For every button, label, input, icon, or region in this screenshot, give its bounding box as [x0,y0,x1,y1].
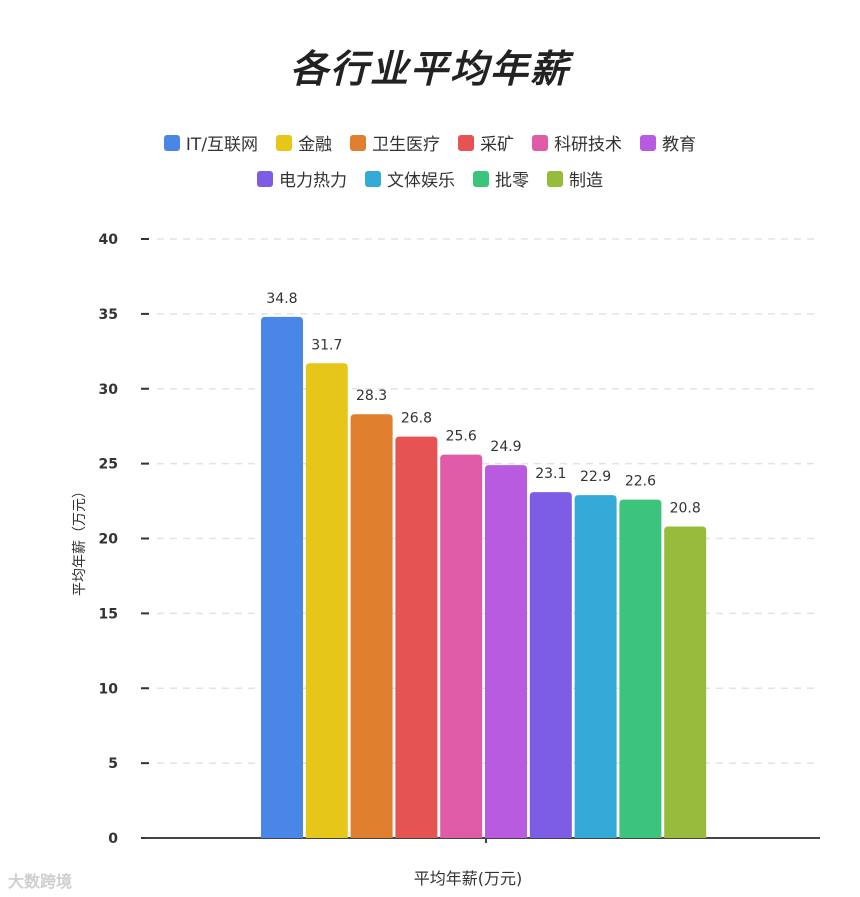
y-axis-label: 平均年薪（万元） [72,484,88,596]
x-axis-label: 平均年薪(万元) [414,869,523,888]
bar [529,492,572,838]
bar [350,414,393,838]
y-tick-label: 0 [108,831,118,847]
bar [664,526,707,838]
legend-label: 科研技术 [554,135,623,155]
legend-item[interactable]: IT/互联网 [163,130,259,155]
legend-swatch [458,134,475,151]
y-tick-label: 10 [99,681,119,697]
legend-swatch [350,134,367,151]
data-label: 26.8 [401,411,432,427]
legend-item[interactable]: 文体娱乐 [365,166,455,191]
chart-title: 各行业平均年薪 [289,47,570,91]
legend-swatch [163,134,180,151]
legend-item[interactable]: 卫生医疗 [350,130,440,155]
data-label: 31.7 [311,337,342,353]
data-label: 22.6 [625,474,656,490]
data-label: 23.1 [535,466,566,482]
legend-row-2: 电力热力 文体娱乐 批零 制造 [0,166,860,191]
bar [485,465,527,838]
y-tick-label: 5 [108,756,118,772]
bar [395,436,438,838]
legend-swatch [365,170,381,187]
y-tick-label: 30 [99,382,119,398]
legend-label: 教育 [662,135,697,155]
legend-swatch [257,170,273,187]
data-label: 34.8 [266,291,297,307]
y-tick-label: 40 [99,232,119,248]
legend-label: 采矿 [480,135,515,155]
data-label: 28.3 [356,388,387,404]
bar [440,454,483,838]
y-tick-label: 20 [99,532,119,548]
y-tick-label: 25 [99,457,118,473]
bar [261,316,303,838]
legend-label: 电力热力 [279,171,347,191]
legend-swatch [276,134,293,151]
y-tick-label: 15 [99,606,118,622]
legend-label: 文体娱乐 [387,171,455,191]
data-label: 24.9 [490,439,521,455]
legend-swatch [640,134,657,151]
bar [619,499,662,838]
legend-item[interactable]: 制造 [547,166,603,191]
bar [305,363,348,838]
bar [574,495,617,838]
y-tick-label: 35 [99,307,118,323]
data-label: 25.6 [446,429,477,445]
legend-swatch [547,170,563,187]
legend-item[interactable]: 金融 [276,130,332,155]
legend-item[interactable]: 科研技术 [532,130,622,155]
legend-swatch [532,134,549,151]
legend-label: 金融 [298,135,333,155]
legend-label: 批零 [495,171,529,191]
legend-label: 卫生医疗 [372,135,441,155]
legend-item[interactable]: 采矿 [458,130,514,155]
legend-item[interactable]: 批零 [473,166,529,191]
watermark: 大数跨境 [8,872,73,891]
legend-swatch [473,170,489,187]
data-label: 22.9 [580,469,611,485]
legend-row-1: IT/互联网 金融 卫生医疗 采矿 科研技术 教育 [0,130,860,155]
data-label: 20.8 [670,501,701,517]
legend-label: 制造 [569,171,603,191]
legend-item[interactable]: 教育 [640,130,696,155]
legend-label: IT/互联网 [185,135,259,155]
legend-item[interactable]: 电力热力 [257,166,347,191]
